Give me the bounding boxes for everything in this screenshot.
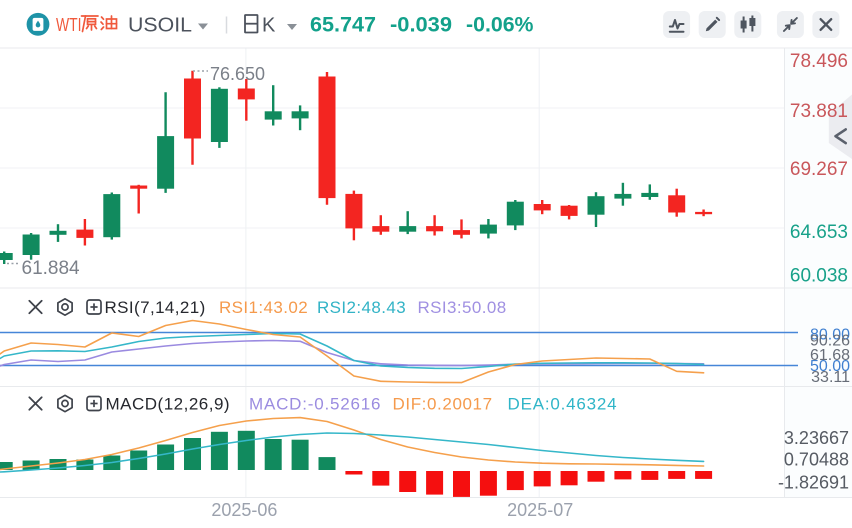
svg-text:61.884: 61.884 — [22, 258, 81, 279]
svg-text:-1.82691: -1.82691 — [778, 473, 849, 493]
svg-text:0.70488: 0.70488 — [784, 450, 849, 470]
svg-text:RSI2:48.43: RSI2:48.43 — [317, 298, 406, 317]
svg-text:DIF:0.20017: DIF:0.20017 — [393, 394, 493, 413]
svg-text:DEA:0.46324: DEA:0.46324 — [508, 394, 618, 413]
svg-text:73.881: 73.881 — [790, 101, 848, 122]
svg-text:33.11: 33.11 — [811, 369, 850, 386]
svg-text:61.68: 61.68 — [810, 347, 850, 364]
svg-text:RSI1:43.02: RSI1:43.02 — [219, 298, 308, 317]
svg-text:RSI3:50.08: RSI3:50.08 — [418, 298, 507, 317]
svg-text:65.747: 65.747 — [310, 14, 376, 37]
svg-text:78.496: 78.496 — [790, 51, 848, 72]
svg-text:-0.039: -0.039 — [390, 14, 452, 37]
svg-text:K: K — [262, 15, 276, 37]
svg-text:69.267: 69.267 — [790, 159, 848, 180]
svg-text:-0.06%: -0.06% — [466, 14, 534, 37]
svg-text:90.26: 90.26 — [810, 333, 850, 350]
svg-text:WTI: WTI — [56, 15, 82, 35]
svg-text:USOIL: USOIL — [128, 15, 192, 37]
svg-text:60.038: 60.038 — [790, 265, 848, 286]
svg-text:3.23667: 3.23667 — [784, 428, 849, 448]
svg-text:76.650: 76.650 — [210, 64, 265, 84]
svg-text:80.00: 80.00 — [810, 327, 850, 344]
svg-text:MACD(12,26,9): MACD(12,26,9) — [106, 394, 231, 413]
svg-text:64.653: 64.653 — [790, 222, 848, 243]
svg-text:2025-07: 2025-07 — [507, 500, 573, 520]
svg-text:RSI(7,14,21): RSI(7,14,21) — [105, 298, 206, 317]
svg-text:50.00: 50.00 — [810, 358, 850, 375]
svg-text:MACD:-0.52616: MACD:-0.52616 — [249, 394, 381, 413]
svg-text:2025-06: 2025-06 — [211, 500, 277, 520]
